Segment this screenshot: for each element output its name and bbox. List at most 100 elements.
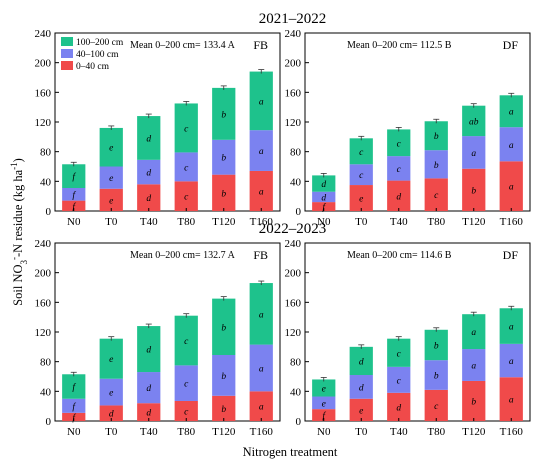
bar-segment [349, 398, 373, 421]
significance-letter: d [321, 180, 326, 190]
significance-letter: d [396, 403, 401, 413]
significance-letter: d [146, 409, 151, 419]
bar-segment [312, 191, 336, 203]
bar-segment [174, 400, 198, 421]
bar-segment [137, 372, 161, 404]
bar-segment [212, 139, 236, 175]
y-tick-label: 80 [290, 147, 302, 159]
bar-segment [137, 116, 161, 160]
x-tick-label: T80 [177, 216, 195, 228]
significance-letter: c [397, 165, 402, 175]
significance-letter: e [109, 174, 113, 184]
panel-1: 04080120160200240fddN0eccT0dccT40cbbT80b… [285, 28, 531, 228]
significance-letter: a [259, 187, 264, 197]
x-tick-label: T120 [462, 216, 486, 228]
bar-segment [99, 188, 123, 211]
x-tick-label: T0 [105, 216, 118, 228]
significance-letter: d [146, 194, 151, 204]
bar-segment [424, 178, 448, 211]
bar-segment [349, 375, 373, 399]
significance-letter: b [221, 110, 226, 120]
panel-0: 2021–202204080120160200240fffN0eeeT0dddT… [35, 11, 327, 228]
significance-letter: d [146, 346, 151, 356]
x-tick-label: N0 [67, 216, 81, 228]
y-tick-label: 40 [40, 176, 52, 188]
significance-letter: e [359, 406, 363, 416]
bar-segment [249, 71, 273, 131]
significance-letter: a [259, 310, 264, 320]
significance-letter: e [359, 195, 363, 205]
bar-segment [99, 127, 123, 167]
x-axis-title: Nitrogen treatment [243, 445, 338, 459]
significance-letter: b [221, 154, 226, 164]
significance-letter: c [397, 349, 402, 359]
y-tick-label: 200 [285, 268, 302, 280]
y-tick-label: 40 [40, 386, 52, 398]
significance-letter: a [509, 323, 514, 333]
x-tick-label: T0 [355, 216, 368, 228]
significance-letter: d [146, 384, 151, 394]
significance-letter: b [221, 189, 226, 199]
bar-segment [137, 326, 161, 373]
x-tick-label: T40 [390, 216, 408, 228]
bar-segment [312, 202, 336, 211]
x-tick-label: T80 [427, 426, 445, 438]
significance-letter: a [259, 97, 264, 107]
significance-letter: b [471, 397, 476, 407]
bar-segment [387, 366, 411, 393]
mean-annotation: Mean 0–200 cm= 132.7 A [130, 250, 236, 261]
significance-letter: b [221, 372, 226, 382]
x-tick-label: T120 [462, 426, 486, 438]
panel-label: FB [253, 38, 268, 52]
significance-letter: a [509, 141, 514, 151]
significance-letter: d [146, 169, 151, 179]
x-tick-label: T120 [212, 216, 236, 228]
bar-segment [462, 314, 486, 350]
bar-segment [174, 365, 198, 401]
x-tick-label: T40 [140, 216, 158, 228]
y-tick-label: 240 [35, 238, 52, 250]
mean-annotation: Mean 0–200 cm= 112.5 B [347, 40, 452, 51]
bar-segment [62, 164, 86, 189]
bar-segment [462, 349, 486, 381]
bar-segment [99, 338, 123, 379]
bar-segment [387, 156, 411, 181]
y-tick-label: 240 [285, 238, 302, 250]
x-tick-label: T160 [250, 216, 274, 228]
y-tick-label: 160 [35, 87, 52, 99]
period-title: 2022–2023 [259, 221, 327, 237]
significance-letter: f [72, 382, 76, 393]
x-tick-label: T0 [355, 426, 368, 438]
legend-swatch [61, 37, 73, 46]
bar-segment [349, 185, 373, 211]
bar-segment [499, 377, 523, 421]
y-tick-label: 80 [290, 357, 302, 369]
period-title: 2021–2022 [259, 11, 327, 27]
bar-segment [249, 344, 273, 392]
bar-segment [99, 378, 123, 406]
bar-segment [212, 354, 236, 396]
bar-segment [249, 391, 273, 421]
significance-letter: e [109, 389, 113, 399]
significance-letter: c [434, 402, 439, 412]
significance-letter: a [471, 149, 476, 159]
y-axis-title: Soil NO3--N residue (kg ha-1) [9, 158, 29, 306]
x-tick-label: T40 [140, 426, 158, 438]
bar-segment [349, 346, 373, 376]
y-tick-label: 0 [296, 206, 302, 218]
bar-segment [212, 87, 236, 140]
bar-segment [499, 308, 523, 344]
bar-segment [249, 283, 273, 345]
bar-segment [174, 152, 198, 182]
bar-segment [387, 338, 411, 367]
significance-letter: e [109, 196, 113, 206]
significance-letter: c [184, 124, 189, 134]
significance-letter: d [359, 383, 364, 393]
bar-segment [249, 130, 273, 171]
legend-swatch [61, 61, 73, 70]
x-tick-label: T160 [500, 426, 524, 438]
bar-segment [62, 398, 86, 413]
significance-letter: a [509, 183, 514, 193]
bar-segment [424, 121, 448, 151]
x-tick-label: T160 [250, 426, 274, 438]
